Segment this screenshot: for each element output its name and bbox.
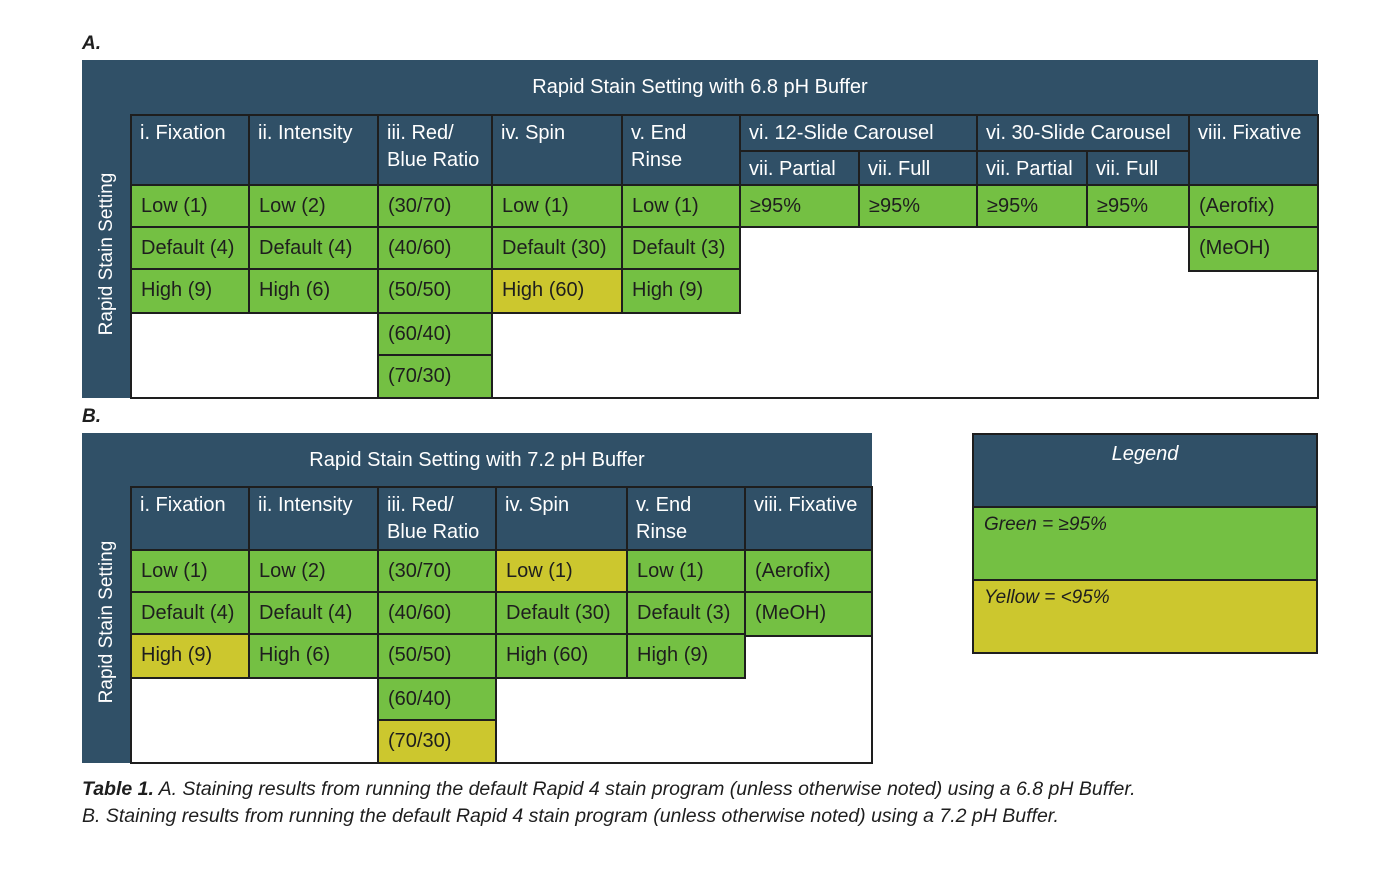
cell-partial-30: ≥95% bbox=[976, 184, 1088, 228]
header-b-ratio-line1: iii. Red/ bbox=[387, 494, 454, 516]
header-end-rinse-line1: v. End bbox=[631, 122, 687, 144]
cell-spin-low: Low (1) bbox=[491, 184, 623, 228]
panel-b-label: B. bbox=[82, 406, 101, 427]
header-b-end-rinse-line2: Rinse bbox=[636, 521, 688, 543]
panel-a-side: Rapid Stain Setting bbox=[82, 115, 132, 398]
legend-title: Legend bbox=[974, 435, 1316, 508]
cell-b-fixation-low: Low (1) bbox=[130, 549, 250, 593]
header-fixation: i. Fixation bbox=[130, 114, 250, 186]
cell-intensity-low: Low (2) bbox=[248, 184, 379, 228]
cell-end-rinse-low: Low (1) bbox=[621, 184, 741, 228]
caption-line-2: B. Staining results from running the def… bbox=[82, 805, 1059, 827]
cell-b-fixation-high: High (9) bbox=[130, 633, 250, 679]
header-b-end-rinse: v. End Rinse bbox=[626, 486, 746, 551]
panel-a-label: A. bbox=[82, 33, 101, 54]
header-b-ratio: iii. Red/ Blue Ratio bbox=[377, 486, 497, 551]
header-spin: iv. Spin bbox=[491, 114, 623, 186]
header-partial-12: vii. Partial bbox=[739, 150, 860, 186]
header-b-fixation: i. Fixation bbox=[130, 486, 250, 551]
cell-b-fixation-default: Default (4) bbox=[130, 591, 250, 635]
cell-fixation-low: Low (1) bbox=[130, 184, 250, 228]
header-ratio-line1: iii. Red/ bbox=[387, 122, 454, 144]
cell-b-end-rinse-high: High (9) bbox=[626, 633, 746, 679]
cell-b-spin-high: High (60) bbox=[495, 633, 628, 679]
cell-fixative-aerofix: (Aerofix) bbox=[1188, 184, 1319, 228]
cell-b-fixative-meoh: (MeOH) bbox=[744, 591, 873, 637]
header-b-end-rinse-line1: v. End bbox=[636, 494, 692, 516]
header-end-rinse-line2: Rinse bbox=[631, 149, 683, 171]
cell-partial-12: ≥95% bbox=[739, 184, 860, 228]
cell-b-ratio-40-60: (40/60) bbox=[377, 591, 497, 635]
cell-b-ratio-30-70: (30/70) bbox=[377, 549, 497, 593]
caption-bold: Table 1. bbox=[82, 778, 154, 800]
cell-b-intensity-low: Low (2) bbox=[248, 549, 379, 593]
cell-b-intensity-default: Default (4) bbox=[248, 591, 379, 635]
cell-spin-high: High (60) bbox=[491, 268, 623, 314]
table-caption: Table 1. A. Staining results from runnin… bbox=[82, 776, 1382, 830]
cell-end-rinse-default: Default (3) bbox=[621, 226, 741, 270]
header-carousel-12: vi. 12-Slide Carousel bbox=[739, 114, 978, 152]
legend-green: Green = ≥95% bbox=[974, 508, 1316, 581]
cell-ratio-40-60: (40/60) bbox=[377, 226, 493, 270]
cell-ratio-50-50: (50/50) bbox=[377, 268, 493, 314]
cell-b-ratio-50-50: (50/50) bbox=[377, 633, 497, 679]
cell-fixation-high: High (9) bbox=[130, 268, 250, 314]
header-intensity: ii. Intensity bbox=[248, 114, 379, 186]
header-b-spin: iv. Spin bbox=[495, 486, 628, 551]
header-b-fixative: viii. Fixative bbox=[744, 486, 873, 551]
cell-b-ratio-60-40: (60/40) bbox=[377, 677, 497, 721]
cell-end-rinse-high: High (9) bbox=[621, 268, 741, 314]
panel-b-title: Rapid Stain Setting with 7.2 pH Buffer bbox=[309, 449, 645, 471]
cell-intensity-high: High (6) bbox=[248, 268, 379, 314]
panel-b-side: Rapid Stain Setting bbox=[82, 487, 132, 763]
cell-fixation-default: Default (4) bbox=[130, 226, 250, 270]
cell-spin-default: Default (30) bbox=[491, 226, 623, 270]
header-ratio-line2: Blue Ratio bbox=[387, 149, 480, 171]
header-full-30: vii. Full bbox=[1086, 150, 1190, 186]
header-b-intensity: ii. Intensity bbox=[248, 486, 379, 551]
cell-b-end-rinse-default: Default (3) bbox=[626, 591, 746, 635]
header-b-ratio-line2: Blue Ratio bbox=[387, 521, 480, 543]
cell-ratio-30-70: (30/70) bbox=[377, 184, 493, 228]
cell-b-fixative-aerofix: (Aerofix) bbox=[744, 549, 873, 593]
header-ratio: iii. Red/ Blue Ratio bbox=[377, 114, 493, 186]
legend-yellow: Yellow = <95% bbox=[974, 581, 1316, 652]
cell-b-spin-default: Default (30) bbox=[495, 591, 628, 635]
header-full-12: vii. Full bbox=[858, 150, 978, 186]
cell-intensity-default: Default (4) bbox=[248, 226, 379, 270]
cell-ratio-70-30: (70/30) bbox=[377, 354, 493, 399]
cell-full-30: ≥95% bbox=[1086, 184, 1190, 228]
cell-ratio-60-40: (60/40) bbox=[377, 312, 493, 356]
header-partial-30: vii. Partial bbox=[976, 150, 1088, 186]
cell-b-intensity-high: High (6) bbox=[248, 633, 379, 679]
panel-a-title: Rapid Stain Setting with 6.8 pH Buffer bbox=[532, 76, 868, 98]
cell-b-ratio-70-30: (70/30) bbox=[377, 719, 497, 764]
cell-b-spin-low: Low (1) bbox=[495, 549, 628, 593]
cell-fixative-meoh: (MeOH) bbox=[1188, 226, 1319, 272]
cell-b-end-rinse-low: Low (1) bbox=[626, 549, 746, 593]
caption-line-1-text: A. Staining results from running the def… bbox=[153, 778, 1136, 800]
cell-full-12: ≥95% bbox=[858, 184, 978, 228]
panel-a-side-label: Rapid Stain Setting bbox=[96, 172, 117, 336]
header-carousel-30: vi. 30-Slide Carousel bbox=[976, 114, 1190, 152]
header-end-rinse: v. End Rinse bbox=[621, 114, 741, 186]
header-fixative: viii. Fixative bbox=[1188, 114, 1319, 186]
legend: Legend Green = ≥95% Yellow = <95% bbox=[972, 433, 1318, 654]
panel-b-side-label: Rapid Stain Setting bbox=[96, 540, 117, 704]
caption-line-1: Table 1. A. Staining results from runnin… bbox=[82, 776, 1382, 803]
